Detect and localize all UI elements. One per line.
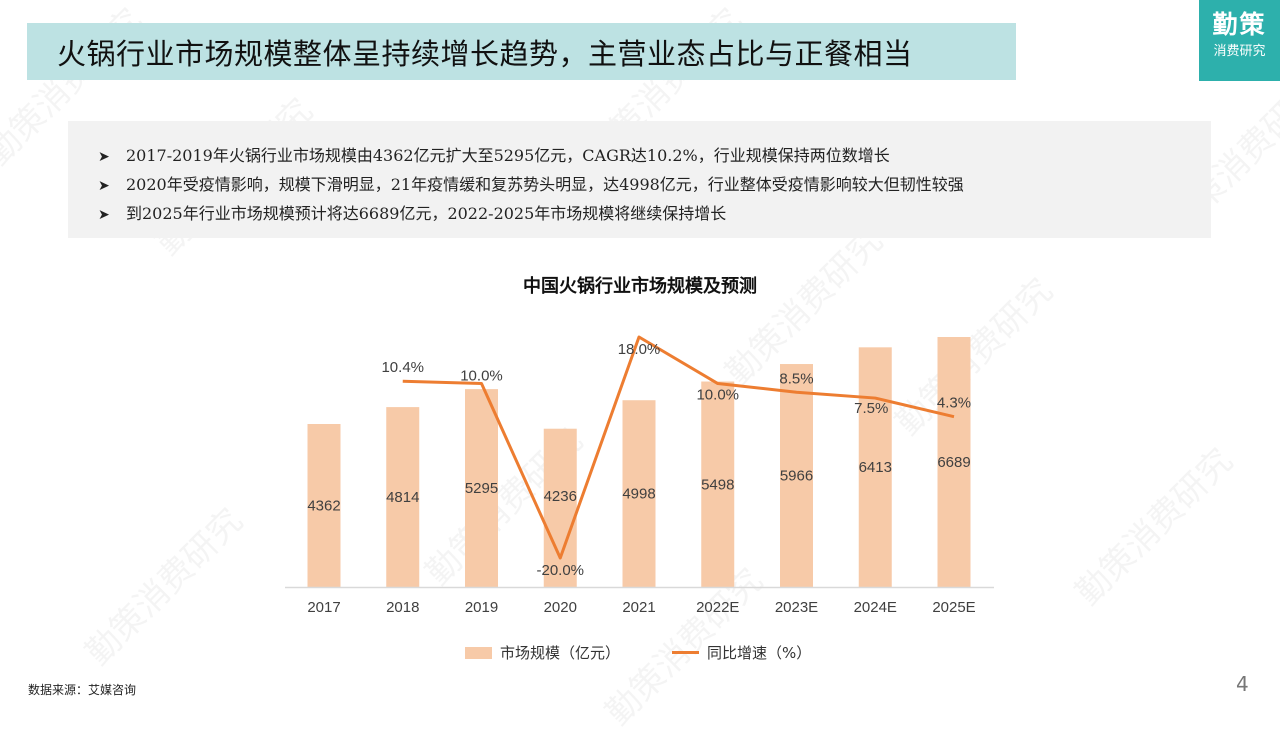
- bar-value-label: 4236: [544, 488, 577, 505]
- legend-label: 市场规模（亿元）: [500, 644, 621, 662]
- x-tick-label: 2025E: [932, 599, 975, 616]
- x-tick-label: 2019: [465, 599, 498, 616]
- bar: [858, 347, 892, 587]
- legend-label: 同比增速（%）: [707, 644, 812, 662]
- bullet-text: 到2025年行业市场规模预计将达6689亿元，2022-2025年市场规模将继续…: [126, 204, 727, 223]
- x-tick-label: 2021: [622, 599, 655, 616]
- arrow-bullet-icon: ➤: [98, 149, 110, 165]
- bar: [622, 400, 656, 587]
- arrow-bullet-icon: ➤: [98, 178, 110, 194]
- growth-rate-line: [402, 335, 955, 560]
- growth-value-label: -20.0%: [536, 562, 584, 579]
- x-tick-label: 2020: [544, 599, 577, 616]
- logo-sub-text: 消费研究: [1213, 44, 1266, 59]
- growth-value-label: 7.5%: [854, 400, 888, 417]
- bar: [937, 337, 971, 587]
- page-number: 4: [1236, 672, 1249, 696]
- bar-value-label: 6413: [859, 459, 892, 476]
- bar: [780, 364, 813, 587]
- bar-series: [307, 337, 971, 587]
- brand-logo: 勤策 消费研究: [1199, 0, 1280, 81]
- growth-value-label: 10.0%: [460, 368, 503, 385]
- data-source: 数据来源：艾媒咨询: [28, 683, 137, 697]
- summary-box: ➤ 2017-2019年火锅行业市场规模由4362亿元扩大至5295亿元，CAGR…: [68, 121, 1211, 238]
- bullet-item: ➤ 2020年受疫情影响，规模下滑明显，21年疫情缓和复苏势头明显，达4998亿元…: [98, 171, 964, 195]
- line-data-labels: 10.4% 10.0% -20.0% 18.0% 10.0% 8.5% 7.5% 4.3%: [381, 341, 971, 579]
- bullet-item: ➤ 2017-2019年火锅行业市场规模由4362亿元扩大至5295亿元，CAGR…: [98, 142, 890, 166]
- bar-value-label: 5498: [701, 476, 734, 493]
- legend-item-market-size: 市场规模（亿元）: [465, 642, 620, 663]
- x-tick-label: 2024E: [854, 599, 897, 616]
- page-title: 火锅行业市场规模整体呈持续增长趋势，主营业态占比与正餐相当: [57, 37, 913, 71]
- bullet-text: 2017-2019年火锅行业市场规模由4362亿元扩大至5295亿元，CAGR达…: [126, 146, 890, 165]
- bar-swatch-icon: [465, 646, 492, 659]
- title-bar: 火锅行业市场规模整体呈持续增长趋势，主营业态占比与正餐相当: [27, 23, 1016, 80]
- bar-value-label: 4998: [622, 486, 655, 503]
- bullet-text: 2020年受疫情影响，规模下滑明显，21年疫情缓和复苏势头明显，达4998亿元，…: [126, 175, 964, 194]
- bar: [543, 428, 577, 587]
- bar-value-label: 5966: [780, 468, 813, 485]
- line-swatch-icon: [672, 651, 700, 654]
- bullet-item: ➤ 到2025年行业市场规模预计将达6689亿元，2022-2025年市场规模将继…: [98, 200, 726, 224]
- x-tick-label: 2017: [307, 599, 340, 616]
- bar: [465, 389, 498, 587]
- x-tick-label: 2023E: [775, 599, 818, 616]
- arrow-bullet-icon: ➤: [98, 207, 110, 223]
- bar-value-label: 5295: [465, 480, 498, 497]
- bar-value-label: 4362: [307, 498, 340, 515]
- bar-value-label: 4814: [386, 489, 419, 506]
- growth-value-label: 18.0%: [618, 341, 661, 358]
- bar-value-label: 6689: [937, 454, 970, 471]
- legend-item-growth: 同比增速（%）: [672, 642, 811, 663]
- growth-value-label: 4.3%: [937, 395, 971, 412]
- bar: [386, 407, 420, 587]
- growth-value-label: 10.4%: [381, 359, 424, 376]
- logo-main-text: 勤策: [1212, 10, 1267, 39]
- x-axis-tick-labels: 2017 2018 2019 2020 2021 2022E 2023E 2024E 2025E: [307, 599, 975, 616]
- bar-data-labels: 4362 4814 5295 4236 4998 5498 5966 6413 6689: [307, 454, 970, 515]
- x-tick-label: 2022E: [696, 599, 739, 616]
- chart-legend: 市场规模（亿元） 同比增速（%）: [465, 642, 863, 663]
- bar: [307, 424, 341, 587]
- growth-value-label: 10.0%: [696, 387, 739, 404]
- growth-value-label: 8.5%: [779, 370, 813, 387]
- x-tick-label: 2018: [386, 599, 419, 616]
- chart-title: 中国火锅行业市场规模及预测: [523, 276, 757, 297]
- bar: [701, 381, 735, 587]
